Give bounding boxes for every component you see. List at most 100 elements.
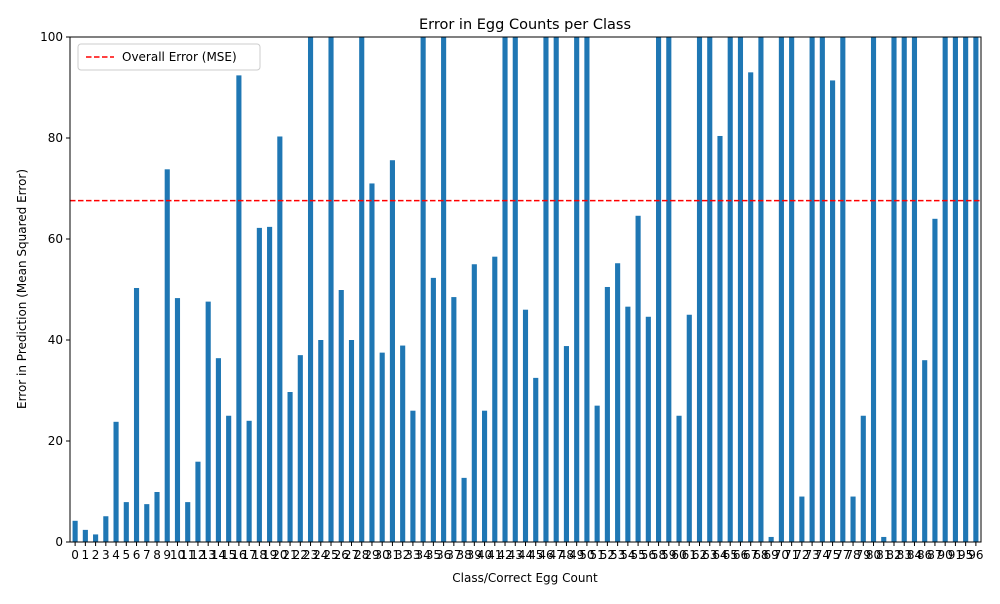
bar-7 <box>144 504 150 543</box>
x-tick-label: 42 <box>497 548 512 562</box>
bar-91 <box>952 37 958 542</box>
bar-66 <box>737 37 744 542</box>
bar-73 <box>809 37 815 542</box>
bar-15 <box>226 415 232 542</box>
x-tick-label: 68 <box>753 548 768 562</box>
x-tick-label: 39 <box>467 548 482 562</box>
x-tick-label: 47 <box>549 548 564 562</box>
x-tick-label: 4 <box>112 548 120 562</box>
x-tick-label: 48 <box>559 548 574 562</box>
x-tick-label: 46 <box>538 548 553 562</box>
bar-45 <box>533 377 539 543</box>
x-tick-label: 38 <box>456 548 471 562</box>
bar-67 <box>748 72 754 542</box>
x-tick-label: 28 <box>354 548 369 562</box>
x-tick-label: 16 <box>231 548 246 562</box>
bar-1 <box>82 529 88 542</box>
x-axis-title: Class/Correct Egg Count <box>452 571 598 585</box>
x-tick-label: 75 <box>825 548 840 562</box>
bar-69 <box>768 536 774 542</box>
x-tick-label: 79 <box>856 548 871 562</box>
x-tick-label: 86 <box>917 548 932 562</box>
x-tick-label: 24 <box>313 548 328 562</box>
x-tick-label: 20 <box>272 548 287 562</box>
bar-6 <box>133 287 140 542</box>
bar-58 <box>656 37 662 542</box>
x-tick-label: 56 <box>641 548 656 562</box>
bar-21 <box>287 392 293 542</box>
bar-19 <box>267 226 273 542</box>
bar-17 <box>246 420 252 542</box>
x-tick-label: 17 <box>241 548 256 562</box>
x-tick-label: 90 <box>938 548 953 562</box>
bar-95 <box>963 37 969 542</box>
bar-30 <box>379 352 385 543</box>
bar-13 <box>205 301 211 542</box>
bar-51 <box>594 405 600 542</box>
bar-68 <box>758 37 764 542</box>
x-tick-label: 62 <box>692 548 707 562</box>
bar-35 <box>430 277 436 542</box>
x-tick-label: 80 <box>866 548 881 562</box>
bar-82 <box>891 37 897 542</box>
x-tick-label: 3 <box>102 548 110 562</box>
x-tick-label: 33 <box>405 548 420 562</box>
x-tick-label: 70 <box>774 548 789 562</box>
x-tick-label: 11 <box>180 548 195 562</box>
bar-65 <box>727 37 733 542</box>
x-tick-label: 25 <box>323 548 338 562</box>
y-axis: 0 20 40 60 80 100 <box>40 30 70 549</box>
bar-41 <box>492 256 498 542</box>
bar-4 <box>113 421 119 542</box>
y-tick-label: 20 <box>48 434 63 448</box>
x-tick-label: 72 <box>794 548 809 562</box>
y-axis-title: Error in Prediction (Mean Squared Error) <box>15 169 29 409</box>
bar-20 <box>277 136 283 543</box>
bar-40 <box>482 410 488 542</box>
x-tick-label: 81 <box>876 548 891 562</box>
bar-46 <box>543 37 549 542</box>
x-tick-label: 61 <box>682 548 697 562</box>
bars-group <box>72 37 979 543</box>
y-tick-label: 0 <box>55 535 63 549</box>
x-tick-label: 96 <box>968 548 983 562</box>
x-tick-label: 69 <box>764 548 779 562</box>
x-tick-label: 21 <box>282 548 297 562</box>
bar-24 <box>318 340 324 542</box>
bar-60 <box>676 415 682 542</box>
x-tick-label: 12 <box>190 548 205 562</box>
x-tick-label: 49 <box>569 548 584 562</box>
x-tick-label: 0 <box>71 548 79 562</box>
x-axis: 0 1 2 3 4 5 6 7 8 9101112131415161718192021222324… <box>71 542 984 562</box>
bar-38 <box>461 477 467 542</box>
bar-80 <box>870 37 877 542</box>
bar-31 <box>389 160 395 542</box>
chart-title: Error in Egg Counts per Class <box>419 17 631 33</box>
x-tick-label: 31 <box>385 548 400 562</box>
bar-96 <box>973 37 979 542</box>
bar-27 <box>348 340 355 542</box>
x-tick-label: 10 <box>170 548 185 562</box>
bar-84 <box>911 37 918 542</box>
bar-26 <box>338 290 344 542</box>
bar-81 <box>881 536 887 542</box>
bar-87 <box>932 218 938 543</box>
x-tick-label: 87 <box>927 548 942 562</box>
bar-18 <box>256 227 262 542</box>
bar-48 <box>563 346 569 542</box>
x-tick-label: 73 <box>804 548 819 562</box>
x-tick-label: 74 <box>815 548 830 562</box>
bar-78 <box>850 496 856 542</box>
x-tick-label: 65 <box>723 548 738 562</box>
x-tick-label: 63 <box>702 548 717 562</box>
x-tick-label: 40 <box>477 548 492 562</box>
bar-56 <box>645 316 651 542</box>
x-tick-label: 37 <box>446 548 461 562</box>
x-tick-label: 27 <box>344 548 359 562</box>
bar-37 <box>451 297 457 542</box>
x-tick-label: 95 <box>958 548 973 562</box>
x-tick-label: 64 <box>712 548 727 562</box>
bar-64 <box>717 135 723 543</box>
x-tick-label: 84 <box>907 548 922 562</box>
